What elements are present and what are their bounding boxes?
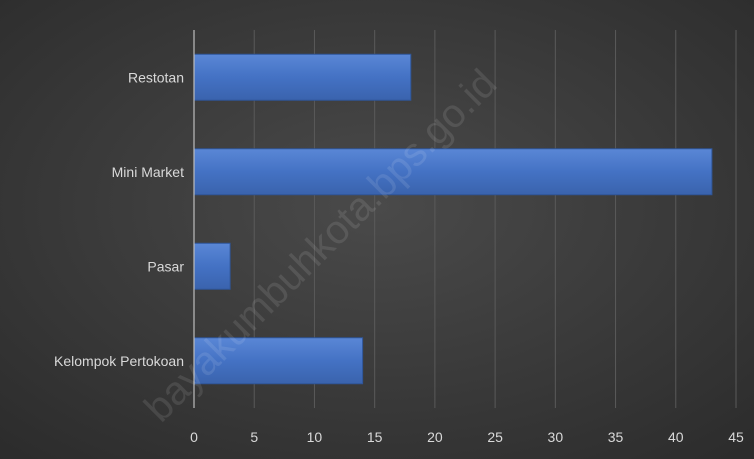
bars: [193, 53, 713, 385]
category-label: Pasar: [147, 258, 184, 274]
bar-pasar: [193, 242, 231, 290]
bar-mini-market: [193, 148, 713, 196]
x-tick-label: 15: [367, 429, 383, 445]
x-tick-label: 30: [548, 429, 564, 445]
x-tick-labels: 0 5 10 15 20 25 30 35 40 45: [190, 429, 744, 445]
x-tick-label: 40: [668, 429, 684, 445]
x-tick-label: 10: [307, 429, 323, 445]
bar-restotan: [193, 53, 412, 101]
category-label: Restotan: [128, 69, 184, 85]
x-tick-label: 25: [487, 429, 503, 445]
x-tick-label: 0: [190, 429, 198, 445]
category-label: Kelompok Pertokoan: [54, 353, 184, 369]
x-tick-label: 35: [608, 429, 624, 445]
x-tick-label: 5: [250, 429, 258, 445]
category-labels: Restotan Mini Market Pasar Kelompok Pertoko…: [54, 69, 184, 369]
x-tick-label: 20: [427, 429, 443, 445]
x-tick-label: 45: [728, 429, 744, 445]
bar-kelompok-pertokoan: [193, 337, 364, 385]
category-label: Mini Market: [112, 164, 184, 180]
